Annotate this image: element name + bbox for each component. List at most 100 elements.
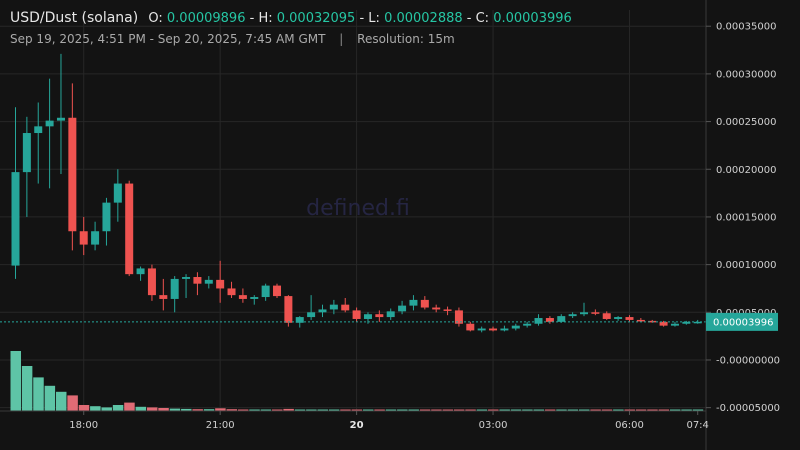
volume-bar bbox=[601, 409, 613, 411]
volume-bar bbox=[10, 351, 21, 411]
candle-body bbox=[11, 172, 20, 266]
candle bbox=[341, 297, 350, 313]
candle bbox=[670, 321, 679, 327]
candle-body bbox=[398, 305, 407, 312]
volume-bar bbox=[135, 406, 147, 411]
candle-body bbox=[136, 268, 145, 275]
volume-bar bbox=[21, 366, 33, 411]
candle bbox=[125, 180, 134, 277]
candle-body bbox=[568, 314, 577, 317]
volume-bar bbox=[78, 405, 90, 411]
volume-bar bbox=[624, 409, 635, 411]
candle-body bbox=[22, 133, 31, 173]
candle bbox=[659, 320, 668, 327]
volume-bar bbox=[351, 409, 363, 411]
candle-body bbox=[125, 183, 134, 275]
open-label: O: bbox=[148, 11, 163, 26]
candle-body bbox=[489, 328, 498, 331]
candles[interactable] bbox=[11, 53, 702, 333]
volume-bar bbox=[283, 408, 294, 411]
candle bbox=[511, 323, 520, 331]
price-tick-label: 0.00015000 bbox=[716, 212, 776, 223]
candle-body bbox=[614, 317, 623, 319]
volume-bar bbox=[33, 377, 44, 411]
candle bbox=[170, 276, 179, 313]
candle bbox=[375, 310, 384, 322]
candle-body bbox=[454, 310, 463, 324]
candle bbox=[238, 288, 247, 303]
price-tick-label: 0.00030000 bbox=[716, 69, 776, 80]
candle bbox=[136, 266, 145, 281]
candle-body bbox=[182, 277, 191, 279]
candle bbox=[398, 300, 407, 315]
volume-bar bbox=[124, 402, 135, 411]
volume-bar bbox=[385, 409, 397, 411]
price-tick-label: 0.00035000 bbox=[716, 22, 776, 33]
volume-bar bbox=[692, 409, 704, 411]
candle bbox=[113, 169, 122, 222]
candle-body bbox=[511, 325, 520, 329]
candle bbox=[409, 295, 418, 311]
candle-body bbox=[273, 285, 282, 297]
volume-bar bbox=[272, 409, 283, 411]
volume-bar bbox=[465, 409, 476, 411]
candle bbox=[432, 304, 441, 313]
candle bbox=[79, 216, 88, 256]
high-value: 0.00032095 bbox=[276, 11, 356, 26]
volume-bar bbox=[579, 409, 590, 411]
candle bbox=[295, 316, 304, 328]
candle bbox=[568, 312, 577, 319]
candle-body bbox=[68, 117, 77, 232]
candle bbox=[11, 107, 20, 279]
candle bbox=[34, 102, 43, 184]
candle bbox=[386, 308, 395, 320]
candle-body bbox=[602, 313, 611, 319]
candle-body bbox=[477, 328, 486, 331]
volume-bar bbox=[328, 409, 340, 411]
volume-bar bbox=[635, 409, 647, 411]
volume-bar bbox=[647, 409, 658, 411]
volume-bar bbox=[249, 409, 260, 411]
price-tick-label: -0.00005000 bbox=[716, 403, 780, 414]
volume-bar bbox=[499, 409, 510, 411]
volume-bar bbox=[556, 409, 567, 411]
volume-bar bbox=[226, 409, 238, 411]
candle-body bbox=[193, 277, 202, 284]
last-price-tag-text: 0.00003996 bbox=[713, 317, 773, 328]
time-axis[interactable]: 18:00 21:00 20 03:00 06:00 07:4 bbox=[0, 410, 709, 431]
candle-body bbox=[580, 312, 588, 315]
candle bbox=[420, 296, 429, 310]
time-tick-label: 20 bbox=[350, 420, 364, 431]
candle-body bbox=[113, 183, 122, 203]
volume-bar bbox=[340, 409, 351, 411]
candle-body bbox=[500, 328, 509, 331]
candle-body bbox=[636, 319, 645, 322]
volume-bar bbox=[408, 409, 419, 411]
volume-bar bbox=[215, 408, 226, 411]
candle bbox=[182, 274, 191, 298]
volume-bar bbox=[146, 407, 158, 411]
volume-bar bbox=[510, 409, 522, 411]
volume-bar bbox=[522, 409, 533, 411]
volume-bar bbox=[158, 408, 169, 411]
candle-body bbox=[386, 311, 395, 318]
price-axis[interactable]: 0.00035000 0.00030000 0.00025000 0.00020000… bbox=[705, 0, 780, 450]
volume-bar bbox=[306, 409, 317, 411]
grid-lines bbox=[0, 10, 706, 411]
candle bbox=[580, 302, 588, 317]
candle-body bbox=[409, 299, 418, 306]
volume-bar bbox=[203, 409, 215, 411]
candle bbox=[147, 264, 156, 301]
volume-bar bbox=[260, 409, 272, 411]
candle bbox=[602, 311, 611, 320]
volume-bar bbox=[590, 409, 601, 411]
candle bbox=[591, 309, 600, 316]
candle-body bbox=[238, 295, 247, 299]
volume-bar bbox=[112, 405, 124, 411]
volume-bar bbox=[317, 409, 328, 411]
time-tick-label: 21:00 bbox=[206, 420, 235, 431]
volume-bar bbox=[442, 409, 454, 411]
candle-body bbox=[659, 321, 668, 326]
candle-body bbox=[91, 231, 100, 245]
